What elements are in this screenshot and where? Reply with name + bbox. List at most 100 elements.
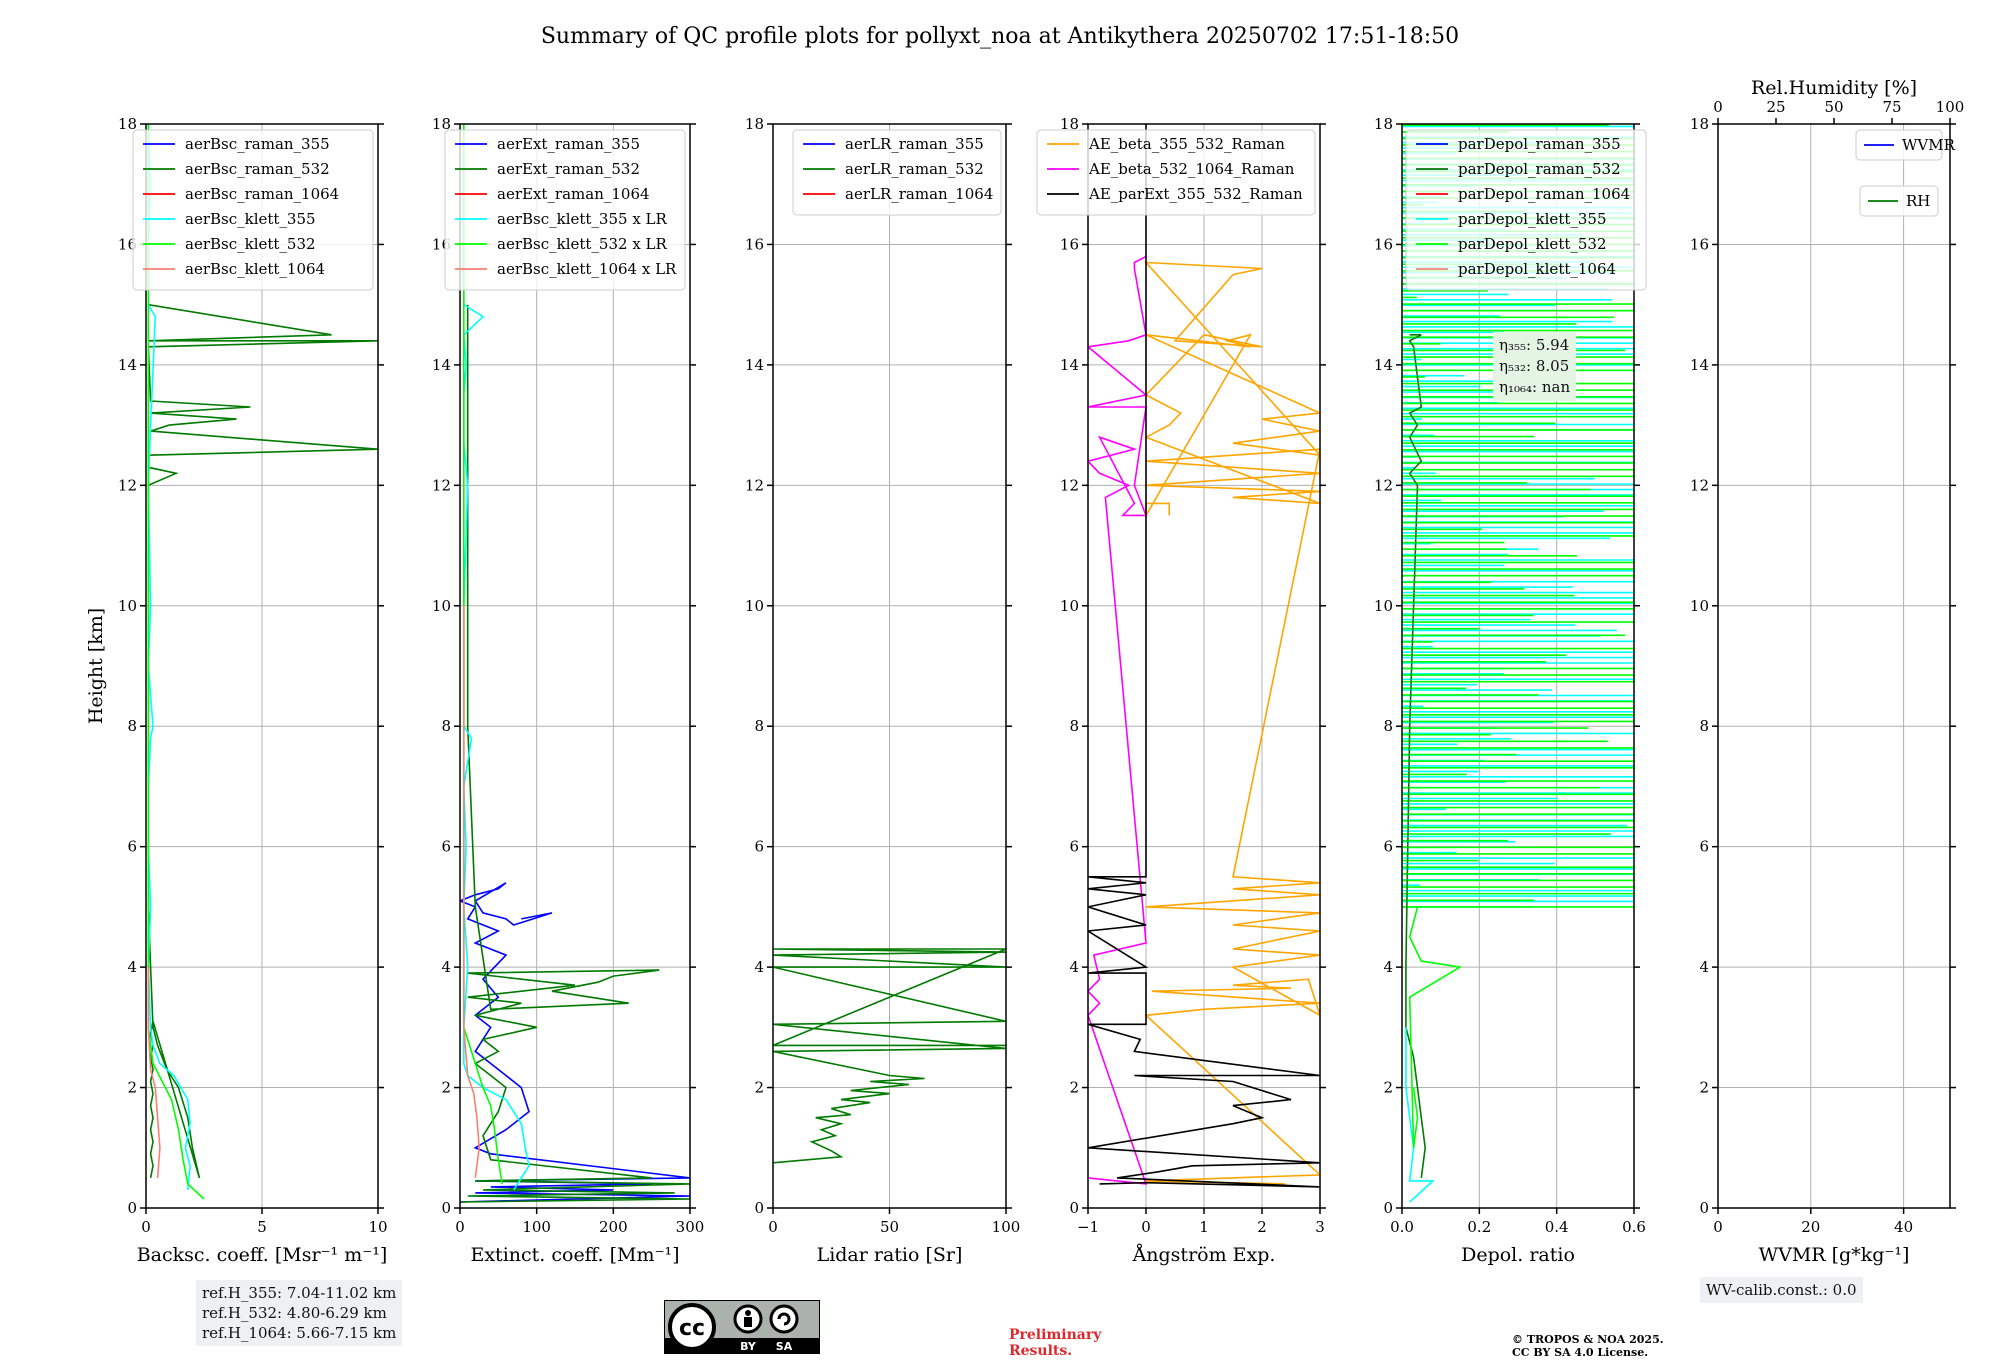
y-tick-label: 16 [1060, 235, 1079, 253]
series-aerext-raman-355 [460, 882, 690, 1203]
wv-calib-const: WV-calib.const.: 0.0 [1706, 1281, 1857, 1299]
legend-label: aerBsc_klett_532 [185, 235, 316, 253]
ref-height-532: ref.H_532: 4.80-6.29 km [202, 1304, 387, 1322]
series-pardepol-raman-532 [1405, 333, 1427, 1179]
legend-label: AE_beta_355_532_Raman [1088, 135, 1285, 153]
eta-note: η₃₅₅: 5.94 η₅₃₂: 8.05 η₁₀₆₄: nan [1493, 332, 1577, 401]
legend-label: aerExt_raman_532 [497, 160, 640, 178]
series-ae-parext-355-532-raman [1088, 124, 1320, 1188]
series-aerbsc-klett-532 [147, 124, 205, 1200]
copyright-line-1: © TROPOS & NOA 2025. [1512, 1333, 1664, 1346]
legend-label: aerLR_raman_532 [845, 160, 984, 178]
legend: aerBsc_raman_355 aerBsc_raman_532 aerBsc_r… [132, 129, 374, 291]
x-tick-label: 1 [1199, 1218, 1209, 1236]
x-tick-label: 300 [676, 1218, 705, 1236]
legend-label: aerBsc_klett_355 x LR [497, 210, 668, 228]
y-tick-label: 12 [1060, 476, 1079, 494]
y-tick-label: 18 [1060, 115, 1079, 133]
y-tick-label: 0 [441, 1199, 451, 1217]
y-tick-label: 10 [1374, 597, 1393, 615]
x-tick-label: 10 [368, 1218, 387, 1236]
legend-label: parDepol_klett_1064 [1458, 260, 1616, 278]
plot-frame [459, 123, 691, 1209]
y-tick-label: 16 [745, 235, 764, 253]
y-tick-label: 8 [127, 717, 137, 735]
cc-mark: cc [679, 1316, 705, 1341]
series-pardepol-klett-532 [1408, 906, 1463, 1148]
legend-label: aerBsc_raman_1064 [185, 185, 339, 203]
x-tick-label: −1 [1077, 1218, 1099, 1236]
top-x-tick-label: 25 [1766, 98, 1785, 116]
y-tick-label: 14 [1374, 356, 1393, 374]
y-tick-label: 2 [1383, 1079, 1393, 1097]
x-tick-label: 100 [522, 1218, 551, 1236]
panel-lidar_ratio: 0 2 4 6 8 10 12 14 16 18 0 50 100 Lidar ratio [Sr] aer… [745, 115, 1020, 1266]
legend: aerExt_raman_355 aerExt_raman_532 aerExt_r… [444, 129, 686, 291]
top-x-tick-label: 75 [1882, 98, 1901, 116]
y-tick-label: 6 [441, 838, 451, 856]
y-tick-label: 10 [1060, 597, 1079, 615]
y-tick-label: 8 [1069, 717, 1079, 735]
y-tick-label: 2 [1699, 1079, 1709, 1097]
legend-label: aerBsc_klett_1064 [185, 260, 325, 278]
y-tick-label: 8 [1699, 717, 1709, 735]
preliminary-line-2: Results. [1009, 1343, 1073, 1359]
y-tick-label: 12 [1374, 476, 1393, 494]
y-tick-label: 18 [432, 115, 451, 133]
y-tick-label: 16 [1374, 235, 1393, 253]
y-tick-label: 18 [118, 115, 137, 133]
y-tick-label: 6 [1383, 838, 1393, 856]
x-tick-label: 5 [257, 1218, 267, 1236]
legend-label: parDepol_klett_355 [1458, 210, 1607, 228]
x-axis-label: Ångström Exp. [1132, 1244, 1276, 1266]
y-tick-label: 0 [1069, 1199, 1079, 1217]
legend-label: WVMR [1902, 136, 1956, 154]
y-tick-label: 8 [1383, 717, 1393, 735]
x-axis-label: Extinct. coeff. [Mm⁻¹] [470, 1244, 679, 1266]
y-tick-label: 4 [441, 958, 451, 976]
y-tick-label: 4 [754, 958, 764, 976]
y-tick-label: 14 [432, 356, 451, 374]
cc-sa-label: SA [776, 1340, 793, 1353]
legend-label: aerExt_raman_355 [497, 135, 640, 153]
series-ae-beta-532-1064-raman [1088, 255, 1148, 1185]
x-tick-label: 100 [992, 1218, 1021, 1236]
legend-label: aerBsc_raman_355 [185, 135, 330, 153]
y-tick-label: 6 [127, 838, 137, 856]
y-tick-label: 12 [1690, 476, 1709, 494]
series-aerbsc-klett-1064-x-lr [462, 605, 481, 1179]
y-tick-label: 10 [745, 597, 764, 615]
x-tick-label: 0 [768, 1218, 778, 1236]
legend-rh: RH [1859, 185, 1939, 217]
x-tick-label: 0.4 [1545, 1218, 1569, 1236]
top-x-tick-label: 100 [1936, 98, 1965, 116]
x-tick-label: 0.6 [1622, 1218, 1646, 1236]
y-tick-label: 0 [127, 1199, 137, 1217]
y-tick-label: 6 [1069, 838, 1079, 856]
series-aerbsc-klett-1064 [147, 967, 161, 1178]
series-aerlr-raman-532 [773, 948, 1006, 1164]
y-tick-label: 4 [1383, 958, 1393, 976]
y-tick-label: 2 [127, 1079, 137, 1097]
y-tick-label: 4 [127, 958, 137, 976]
x-tick-label: 0.2 [1467, 1218, 1491, 1236]
y-tick-label: 18 [745, 115, 764, 133]
legend-label: aerBsc_klett_355 [185, 210, 316, 228]
panel-depol: 0 2 4 6 8 10 12 14 16 18 0.0 0.2 0.4 0.6 Depol. ratio p… [1374, 115, 1647, 1266]
ref-height-note: ref.H_355: 7.04-11.02 km ref.H_532: 4.80… [196, 1280, 403, 1346]
legend-label: aerBsc_raman_532 [185, 160, 330, 178]
legend-label: aerLR_raman_355 [845, 135, 984, 153]
x-tick-label: 0.0 [1390, 1218, 1414, 1236]
preliminary-line-1: Preliminary [1009, 1327, 1102, 1343]
y-tick-label: 14 [1060, 356, 1079, 374]
y-tick-label: 0 [1383, 1199, 1393, 1217]
y-tick-label: 6 [754, 838, 764, 856]
ref-height-355: ref.H_355: 7.04-11.02 km [202, 1284, 397, 1302]
y-tick-label: 14 [1690, 356, 1709, 374]
x-tick-label: 0 [455, 1218, 465, 1236]
eta-355: η₃₅₅: 5.94 [1499, 336, 1570, 354]
figure-title: Summary of QC profile plots for pollyxt_… [541, 24, 1459, 49]
